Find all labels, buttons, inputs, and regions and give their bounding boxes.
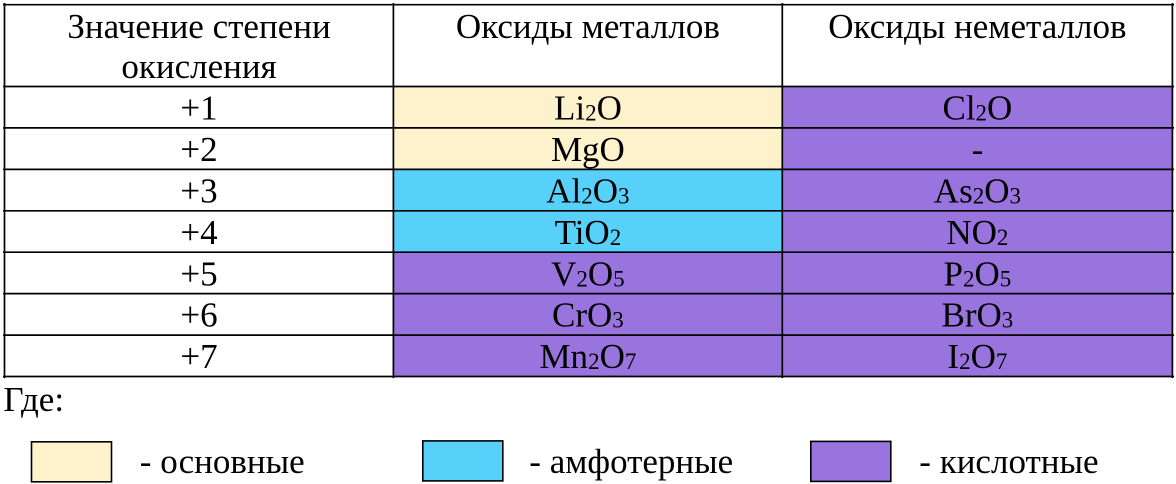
svg-text:Mn2O7: Mn2O7	[539, 337, 636, 376]
svg-text:Где:: Где:	[3, 380, 64, 419]
svg-text:+6: +6	[180, 296, 217, 335]
svg-text:Cl2O: Cl2O	[942, 89, 1012, 128]
svg-text:окисления: окисления	[121, 47, 276, 86]
svg-text:+3: +3	[180, 171, 217, 210]
svg-text:+4: +4	[180, 213, 217, 252]
svg-text:- амфотерные: - амфотерные	[529, 442, 733, 481]
svg-text:Оксиды металлов: Оксиды металлов	[456, 7, 720, 46]
svg-text:BrO3: BrO3	[942, 296, 1014, 335]
svg-text:+2: +2	[180, 130, 217, 169]
svg-text:MgO: MgO	[551, 130, 625, 169]
svg-text:Значение степени: Значение степени	[67, 7, 330, 46]
svg-text:+7: +7	[180, 337, 217, 376]
svg-text:- кислотные: - кислотные	[919, 442, 1098, 481]
svg-text:+1: +1	[180, 89, 217, 128]
svg-text:V2O5: V2O5	[551, 254, 625, 293]
svg-text:I2O7: I2O7	[947, 337, 1007, 376]
svg-text:+5: +5	[180, 254, 217, 293]
svg-text:CrO3: CrO3	[552, 296, 624, 335]
svg-text:Оксиды неметаллов: Оксиды неметаллов	[828, 7, 1126, 46]
svg-text:-: -	[972, 130, 984, 169]
svg-text:- основные: - основные	[140, 442, 305, 481]
